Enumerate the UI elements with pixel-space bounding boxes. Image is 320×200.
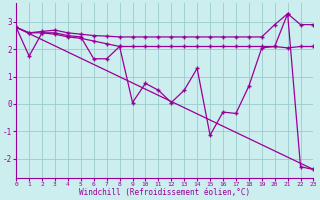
X-axis label: Windchill (Refroidissement éolien,°C): Windchill (Refroidissement éolien,°C) bbox=[79, 188, 250, 197]
